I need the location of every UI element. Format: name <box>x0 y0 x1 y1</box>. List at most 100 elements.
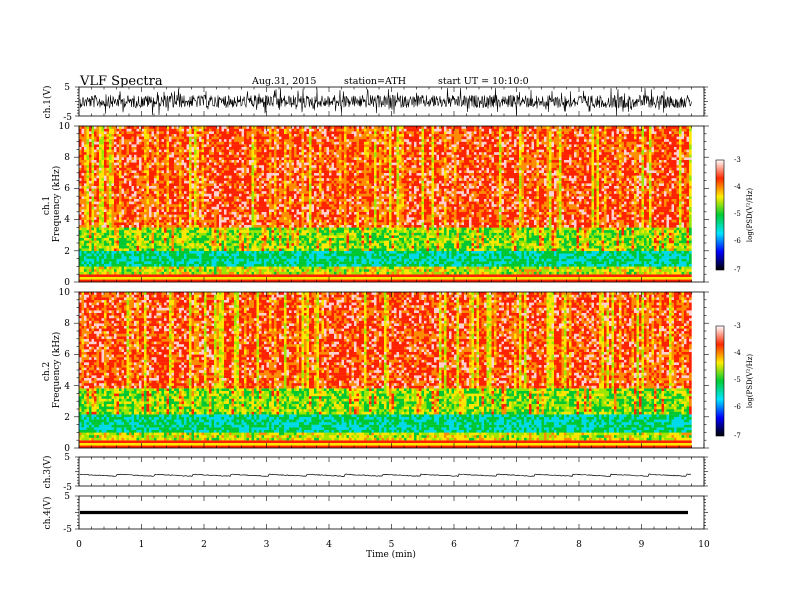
spectrogram-cell <box>191 222 195 225</box>
spectrogram-cell <box>234 253 237 257</box>
spectrogram-cell <box>126 222 130 225</box>
spectrogram-cell <box>96 146 100 150</box>
spectrogram-cell <box>186 175 190 179</box>
spectrogram-cell <box>221 230 225 233</box>
spectrogram-cell <box>191 175 195 179</box>
spectrogram-cell <box>221 128 225 132</box>
spectrogram-cell <box>209 175 212 179</box>
spectrogram-cell <box>154 175 157 179</box>
spectrogram-cell <box>81 126 85 129</box>
spectrogram-cell <box>264 193 267 197</box>
spectrogram-cell <box>111 198 115 202</box>
spectrogram-cell <box>121 258 125 262</box>
spectrogram-cell <box>211 261 215 264</box>
spectrogram-cell <box>86 258 90 262</box>
spectrogram-cell <box>81 133 85 137</box>
spectrogram-cell <box>111 258 115 262</box>
spectrogram-cell <box>156 198 160 202</box>
spectrogram-cell <box>269 261 272 264</box>
spectrogram-cell <box>106 167 110 171</box>
spectrogram-cell <box>221 133 225 137</box>
spectrogram-cell <box>269 165 272 168</box>
spectrogram-cell <box>129 266 132 270</box>
spectrogram-cell <box>279 141 282 145</box>
spectrogram-cell <box>121 196 125 199</box>
spectrogram-cell <box>184 224 187 228</box>
spectrogram-cell <box>136 248 140 251</box>
spectrogram-cell <box>261 269 265 272</box>
spectrogram-cell <box>279 191 282 194</box>
spectrogram-cell <box>214 144 217 147</box>
spectrogram-cell <box>211 230 215 233</box>
spectrogram-cell <box>89 276 92 280</box>
spectrogram-cell <box>214 167 217 171</box>
spectrogram-cell <box>159 141 162 145</box>
spectrogram-cell <box>184 250 187 254</box>
spectrogram-cell <box>201 196 205 199</box>
spectrogram-cell <box>166 248 170 251</box>
spectrogram-cell <box>274 206 277 210</box>
spectrogram-cell <box>121 250 125 254</box>
spectrogram-cell <box>129 258 132 262</box>
spectrogram-cell <box>191 152 195 155</box>
spectrogram-cell <box>236 128 240 132</box>
spectrogram-cell <box>236 141 240 145</box>
spectrogram-cell <box>161 175 165 179</box>
spectrogram-cell <box>121 240 125 244</box>
spectrogram-cell <box>166 193 170 197</box>
spectrogram-cell <box>174 245 177 249</box>
spectrogram-cell <box>214 154 217 158</box>
spectrogram-cell <box>124 149 127 153</box>
spectrogram-cell <box>151 180 155 184</box>
spectrogram-cell <box>151 266 155 270</box>
spectrogram-cell <box>109 232 112 236</box>
spectrogram-cell <box>174 133 177 137</box>
spectrogram-cell <box>271 279 275 283</box>
spectrogram-cell <box>219 222 222 225</box>
spectrogram-cell <box>101 258 105 262</box>
spectrogram-cell <box>201 245 205 249</box>
spectrogram-cell <box>139 274 142 277</box>
spectrogram-cell <box>166 159 170 163</box>
spectrogram-cell <box>246 162 250 166</box>
spectrogram-cell <box>186 152 190 155</box>
spectrogram-cell <box>281 256 285 259</box>
spectrogram-cell <box>81 250 85 254</box>
spectrogram-cell <box>169 193 172 197</box>
spectrogram-cell <box>114 191 117 194</box>
spectrogram-cell <box>106 201 110 205</box>
spectrogram-cell <box>179 170 182 173</box>
spectrogram-cell <box>146 191 150 194</box>
spectrogram-cell <box>201 180 205 184</box>
spectrogram-cell <box>181 167 185 171</box>
spectrogram-cell <box>284 191 287 194</box>
spectrogram-cell <box>164 144 167 147</box>
spectrogram-cell <box>121 198 125 202</box>
spectrogram-cell <box>96 274 100 277</box>
spectrogram-cell <box>189 198 192 202</box>
spectrogram-cell <box>254 204 257 207</box>
spectrogram-cell <box>221 258 225 262</box>
spectrogram-cell <box>191 149 195 153</box>
spectrogram-cell <box>284 175 287 179</box>
spectrogram-cell <box>104 269 107 272</box>
spectrogram-cell <box>226 219 230 223</box>
spectrogram-cell <box>239 191 242 194</box>
spectrogram-cell <box>206 245 210 249</box>
spectrogram-cell <box>174 269 177 272</box>
spectrogram-cell <box>274 157 277 160</box>
spectrogram-cell <box>101 245 105 249</box>
spectrogram-cell <box>149 235 152 238</box>
spectrogram-cell <box>241 175 245 179</box>
spectrogram-cell <box>139 193 142 197</box>
spectrogram-cell <box>244 219 247 223</box>
spectrogram-cell <box>174 211 177 215</box>
spectrogram-cell <box>169 141 172 145</box>
spectrogram-cell <box>214 224 217 228</box>
spectrogram-cell <box>144 191 147 194</box>
spectrogram-cell <box>269 185 272 189</box>
spectrogram-cell <box>139 154 142 158</box>
spectrogram-cell <box>201 237 205 241</box>
spectrogram-cell <box>236 131 240 134</box>
spectrogram-cell <box>94 154 97 158</box>
